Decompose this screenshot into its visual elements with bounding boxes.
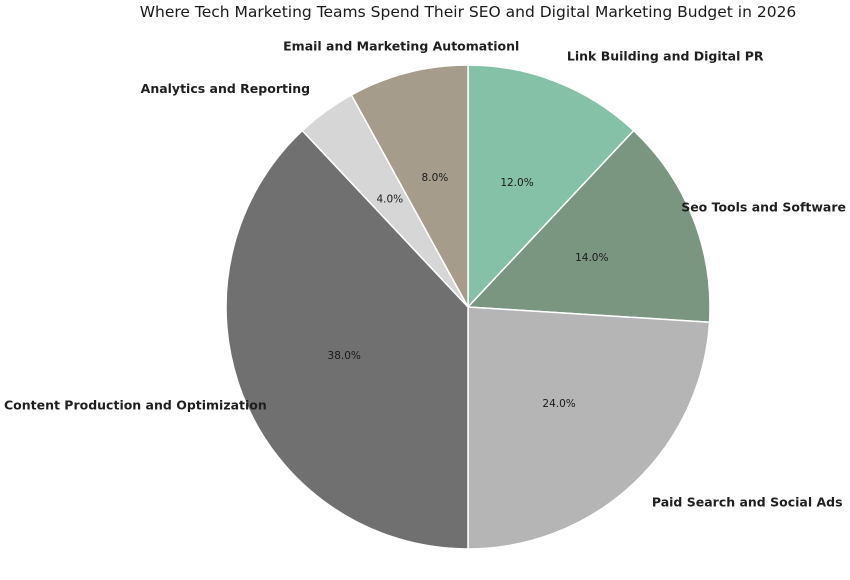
chart-title: Where Tech Marketing Teams Spend Their S…: [140, 3, 797, 21]
value-label-paid-search-and-social-ads: 24.0%: [542, 398, 575, 410]
pie-slice-email-and-marketing-automationl: [350, 64, 469, 308]
value-label-seo-tools-and-software: 14.0%: [575, 252, 608, 264]
pie-slices: [225, 64, 711, 550]
pie-slice-seo-tools-and-software: [467, 129, 711, 323]
slice-label-link-building-and-digital-pr: Link Building and Digital PR: [567, 49, 764, 64]
slice-label-paid-search-and-social-ads: Paid Search and Social Ads: [652, 494, 843, 509]
pie-slice-link-building-and-digital-pr: [467, 64, 635, 308]
slice-label-analytics-and-reporting: Analytics and Reporting: [141, 81, 310, 96]
pie-slice-paid-search-and-social-ads: [467, 306, 711, 550]
value-label-link-building-and-digital-pr: 12.0%: [500, 177, 533, 189]
slice-label-content-production-and-optimization: Content Production and Optimization: [4, 397, 267, 412]
pie-slice-content-production-and-optimization: [225, 129, 469, 550]
value-label-analytics-and-reporting: 4.0%: [376, 193, 403, 205]
pie-slice-labels: Link Building and Digital PR Seo Tools an…: [4, 38, 846, 509]
value-label-email-and-marketing-automationl: 8.0%: [422, 172, 449, 184]
value-label-content-production-and-optimization: 38.0%: [328, 350, 361, 362]
slice-label-seo-tools-and-software: Seo Tools and Software: [681, 200, 846, 215]
slice-label-email-and-marketing-automationl: Email and Marketing Automationl: [283, 38, 519, 53]
pie-value-labels: 12.0% 14.0% 24.0% 38.0% 4.0% 8.0%: [328, 172, 609, 410]
